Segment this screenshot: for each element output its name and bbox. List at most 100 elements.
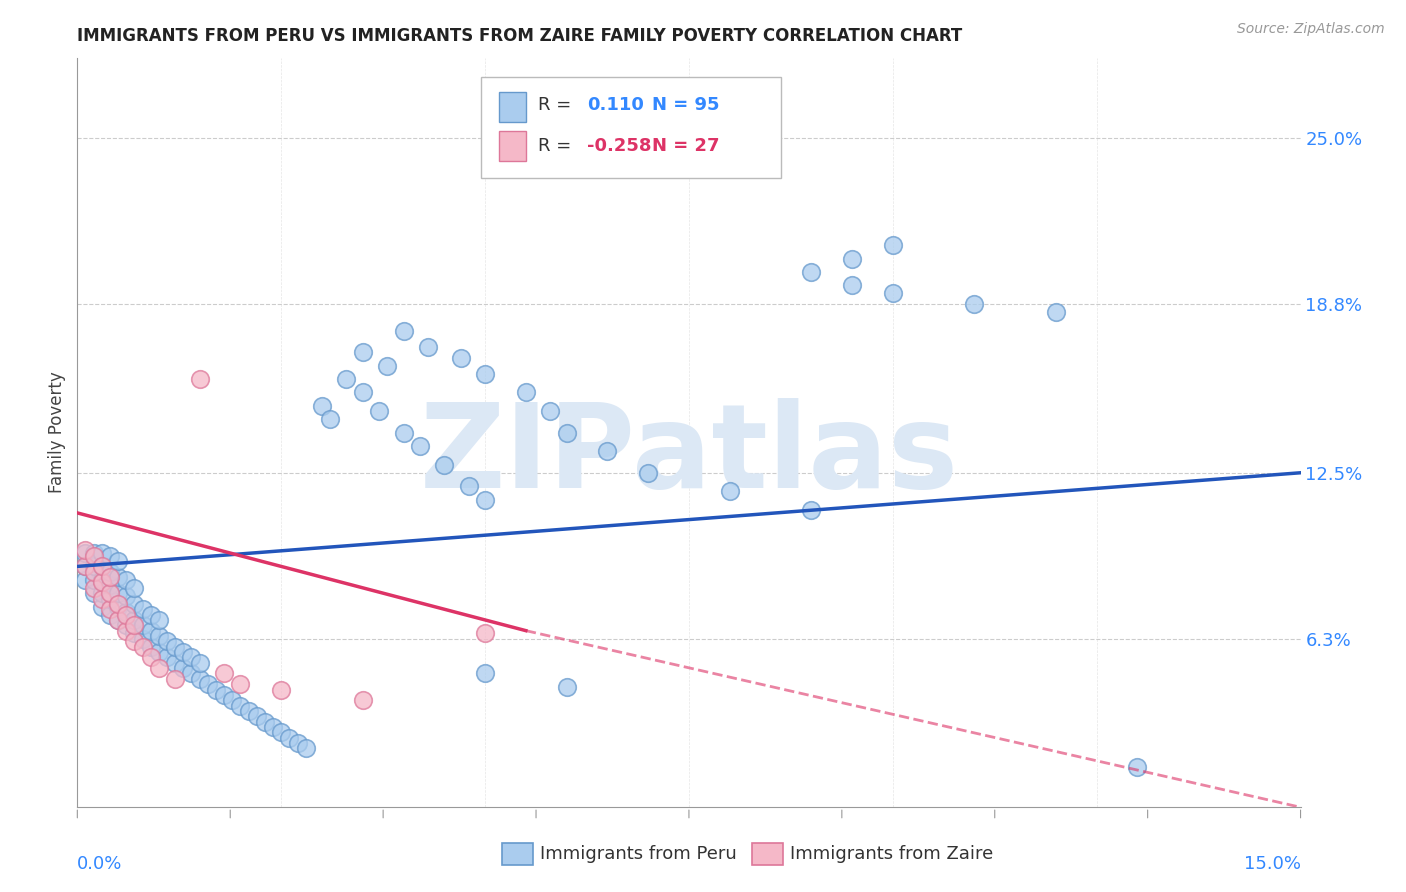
Point [278, 731, 301, 745]
Point [555, 425, 578, 440]
Point [124, 634, 146, 648]
Text: ZIPatlas: ZIPatlas [419, 398, 959, 513]
Point [800, 265, 823, 279]
Point [262, 720, 284, 734]
Point [115, 607, 138, 622]
Point [156, 650, 179, 665]
Point [124, 613, 146, 627]
Point [148, 661, 170, 675]
Point [131, 618, 153, 632]
Text: -0.258: -0.258 [588, 136, 652, 154]
Point [98, 602, 121, 616]
Point [83, 546, 105, 560]
Point [882, 238, 904, 252]
Point [107, 597, 129, 611]
Point [139, 640, 162, 654]
FancyBboxPatch shape [499, 130, 526, 161]
Point [352, 385, 374, 400]
Text: R =: R = [538, 96, 572, 114]
Point [335, 372, 357, 386]
Point [75, 543, 97, 558]
Text: N = 95: N = 95 [652, 96, 720, 114]
Point [474, 492, 496, 507]
Point [172, 661, 194, 675]
Point [165, 640, 187, 654]
Point [83, 586, 105, 600]
Point [800, 503, 823, 517]
Point [131, 640, 153, 654]
Point [270, 725, 292, 739]
Point [409, 439, 432, 453]
Point [188, 372, 211, 386]
Point [311, 399, 333, 413]
Point [83, 565, 105, 579]
Point [98, 549, 121, 563]
Point [1045, 305, 1067, 319]
Point [98, 607, 121, 622]
Text: 0.0%: 0.0% [77, 855, 122, 873]
Text: N = 27: N = 27 [652, 136, 720, 154]
Point [75, 546, 97, 560]
Point [90, 586, 112, 600]
Point [107, 613, 129, 627]
Point [139, 650, 162, 665]
Point [83, 573, 105, 587]
Point [124, 597, 146, 611]
Point [75, 559, 97, 574]
Text: R =: R = [538, 136, 572, 154]
Point [98, 591, 121, 606]
Point [131, 632, 153, 646]
FancyBboxPatch shape [499, 92, 526, 121]
Text: Source: ZipAtlas.com: Source: ZipAtlas.com [1237, 22, 1385, 37]
Point [238, 704, 260, 718]
Point [212, 666, 235, 681]
Point [188, 656, 211, 670]
Point [115, 618, 138, 632]
Point [115, 573, 138, 587]
Point [212, 688, 235, 702]
Point [457, 479, 479, 493]
Point [90, 599, 112, 614]
Point [139, 607, 162, 622]
Point [555, 680, 578, 694]
Point [90, 559, 112, 574]
Point [90, 575, 112, 590]
Text: IMMIGRANTS FROM PERU VS IMMIGRANTS FROM ZAIRE FAMILY POVERTY CORRELATION CHART: IMMIGRANTS FROM PERU VS IMMIGRANTS FROM … [77, 28, 963, 45]
Point [416, 340, 439, 354]
Point [963, 297, 986, 311]
Point [180, 666, 202, 681]
Point [368, 404, 391, 418]
Point [83, 559, 105, 574]
Point [352, 693, 374, 707]
Point [90, 591, 112, 606]
Point [165, 656, 187, 670]
Point [882, 286, 904, 301]
Point [115, 605, 138, 619]
Point [124, 618, 146, 632]
Point [90, 546, 112, 560]
Point [148, 645, 170, 659]
Point [139, 624, 162, 638]
Point [188, 672, 211, 686]
Point [83, 581, 105, 595]
Point [294, 741, 316, 756]
Point [221, 693, 243, 707]
Point [433, 458, 456, 472]
Point [90, 559, 112, 574]
Point [107, 570, 129, 584]
Point [172, 645, 194, 659]
Point [115, 624, 138, 638]
Point [515, 385, 537, 400]
Point [107, 613, 129, 627]
Point [98, 586, 121, 600]
Point [229, 677, 252, 691]
Point [75, 559, 97, 574]
Point [392, 425, 415, 440]
Point [75, 573, 97, 587]
Point [83, 549, 105, 563]
Point [319, 412, 342, 426]
Point [148, 613, 170, 627]
Point [637, 466, 659, 480]
Text: Immigrants from Zaire: Immigrants from Zaire [790, 845, 994, 863]
Point [107, 599, 129, 614]
